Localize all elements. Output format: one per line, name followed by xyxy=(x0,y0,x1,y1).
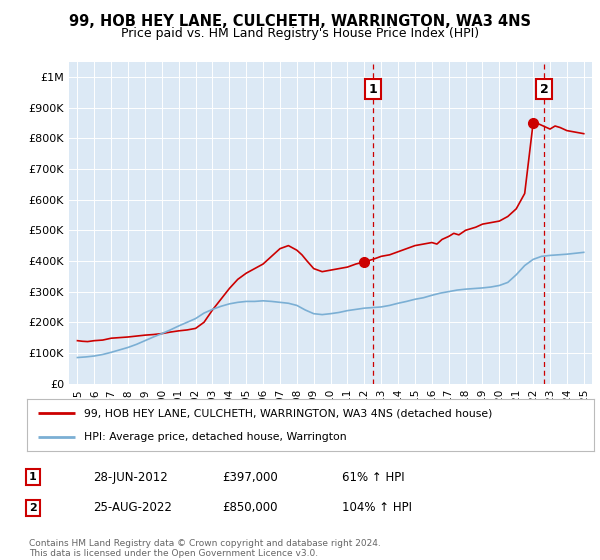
Text: Contains HM Land Registry data © Crown copyright and database right 2024.
This d: Contains HM Land Registry data © Crown c… xyxy=(29,539,380,558)
Text: 1: 1 xyxy=(368,83,377,96)
Text: 2: 2 xyxy=(29,503,37,513)
Text: 99, HOB HEY LANE, CULCHETH, WARRINGTON, WA3 4NS (detached house): 99, HOB HEY LANE, CULCHETH, WARRINGTON, … xyxy=(84,408,492,418)
Text: £397,000: £397,000 xyxy=(222,470,278,484)
Text: 28-JUN-2012: 28-JUN-2012 xyxy=(93,470,168,484)
Text: Price paid vs. HM Land Registry's House Price Index (HPI): Price paid vs. HM Land Registry's House … xyxy=(121,27,479,40)
Text: 104% ↑ HPI: 104% ↑ HPI xyxy=(342,501,412,515)
Text: 61% ↑ HPI: 61% ↑ HPI xyxy=(342,470,404,484)
Text: 1: 1 xyxy=(29,472,37,482)
Text: £850,000: £850,000 xyxy=(222,501,277,515)
Text: 25-AUG-2022: 25-AUG-2022 xyxy=(93,501,172,515)
Text: HPI: Average price, detached house, Warrington: HPI: Average price, detached house, Warr… xyxy=(84,432,346,442)
Text: 2: 2 xyxy=(540,83,548,96)
Text: 99, HOB HEY LANE, CULCHETH, WARRINGTON, WA3 4NS: 99, HOB HEY LANE, CULCHETH, WARRINGTON, … xyxy=(69,14,531,29)
